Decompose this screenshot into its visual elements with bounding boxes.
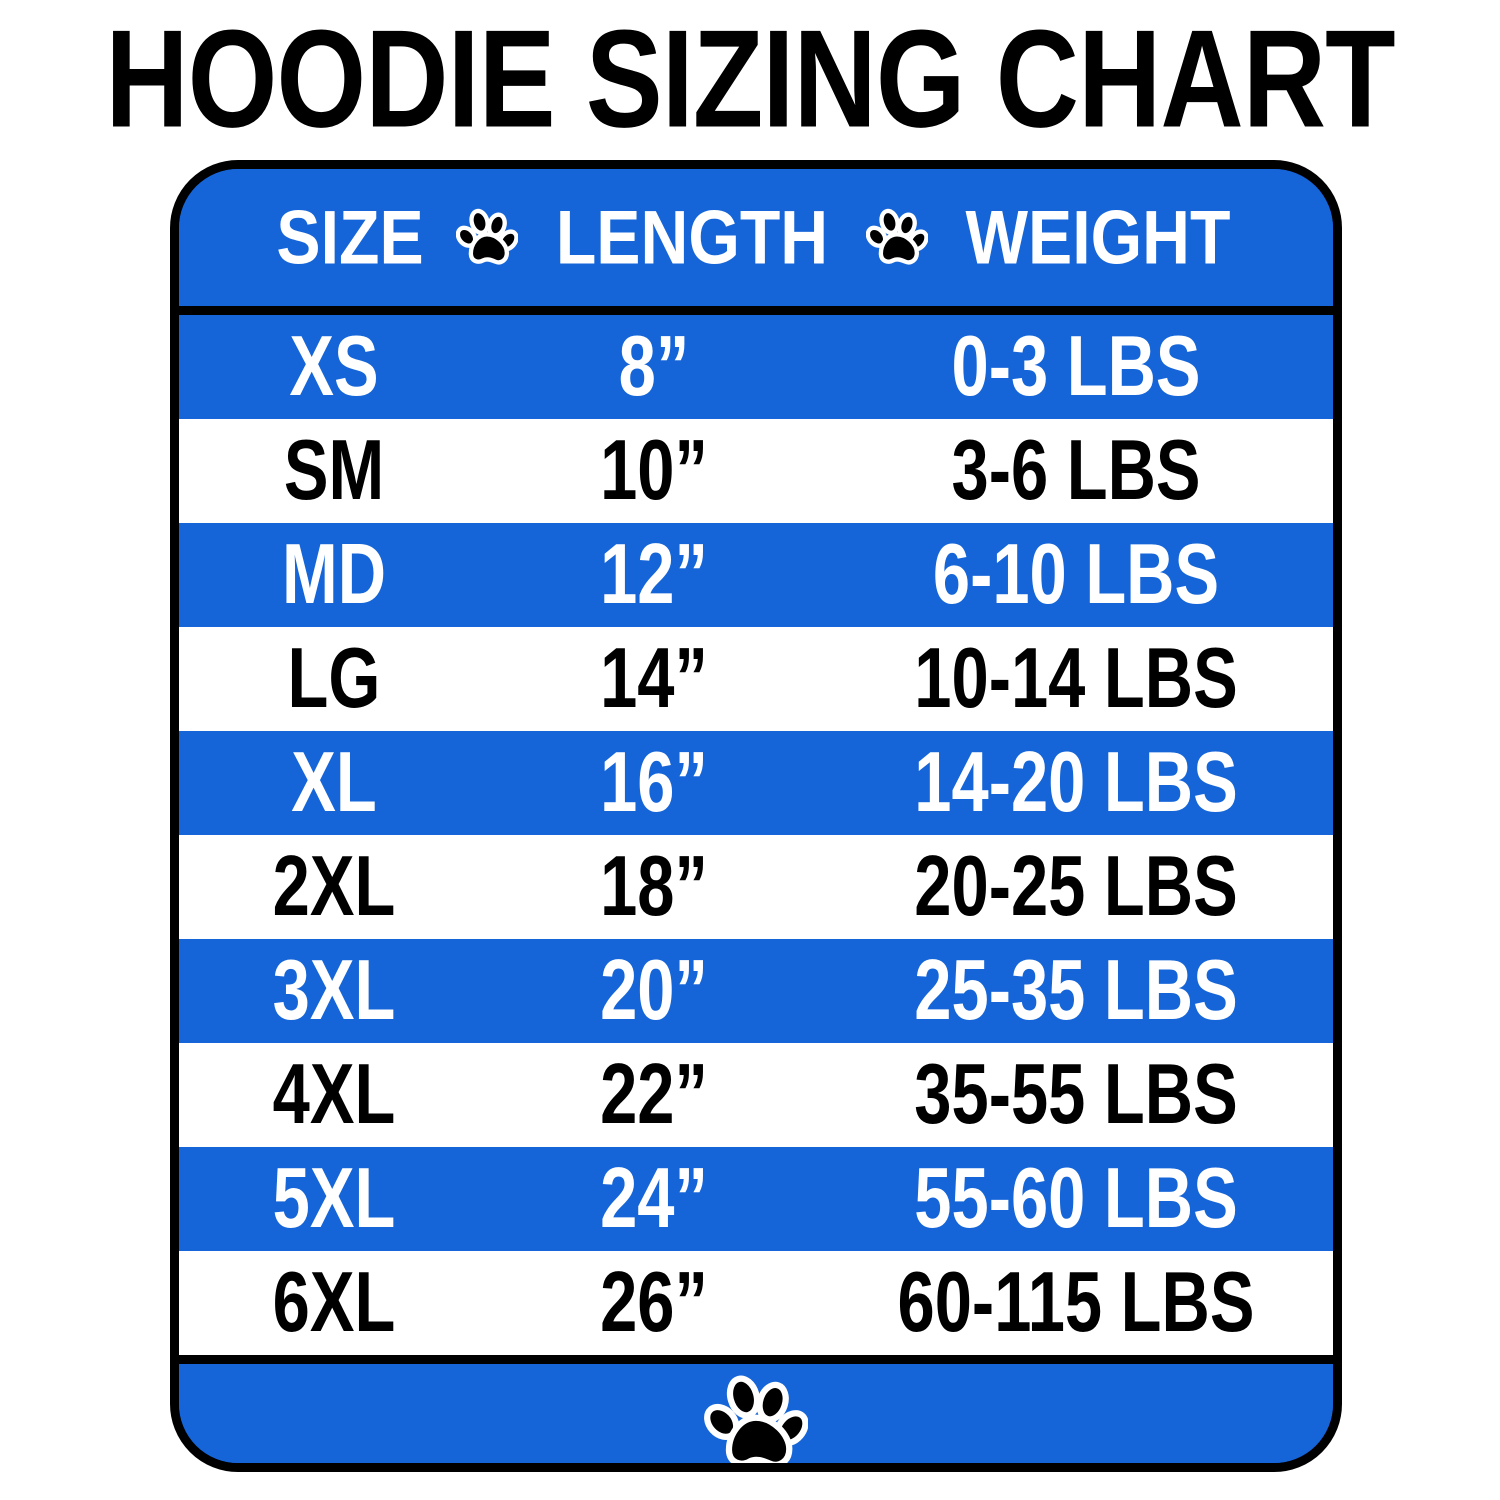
- paw-print-icon: [704, 1372, 808, 1463]
- cell-weight: 6-10 LBS: [932, 526, 1220, 623]
- table-row: SM 10” 3-6 LBS: [179, 419, 1333, 523]
- sizing-chart-card: SIZE LENGTH: [170, 160, 1342, 1472]
- cell-length: 12”: [600, 526, 708, 623]
- cell-length: 22”: [600, 1046, 708, 1143]
- cell-weight: 25-35 LBS: [914, 942, 1238, 1039]
- page-title: HOODIE SIZING CHART: [105, 2, 1395, 157]
- cell-length: 14”: [600, 630, 708, 727]
- column-header-length: LENGTH: [555, 195, 829, 280]
- cell-size: XS: [289, 318, 379, 415]
- cell-size: 5XL: [272, 1150, 396, 1247]
- cell-size: SM: [283, 422, 385, 519]
- table-header-row: SIZE LENGTH: [179, 169, 1333, 315]
- cell-weight: 20-25 LBS: [914, 838, 1238, 935]
- cell-length: 10”: [600, 422, 708, 519]
- table-row: 6XL 26” 60-115 LBS: [179, 1251, 1333, 1355]
- paw-print-icon: [456, 207, 519, 269]
- table-row: XS 8” 0-3 LBS: [179, 315, 1333, 419]
- cell-length: 26”: [600, 1254, 708, 1351]
- cell-weight: 0-3 LBS: [951, 318, 1201, 415]
- table-row: 2XL 18” 20-25 LBS: [179, 835, 1333, 939]
- column-header-size: SIZE: [276, 195, 424, 280]
- cell-weight: 35-55 LBS: [914, 1046, 1238, 1143]
- cell-weight: 55-60 LBS: [914, 1150, 1238, 1247]
- table-row: LG 14” 10-14 LBS: [179, 627, 1333, 731]
- cell-weight: 10-14 LBS: [914, 630, 1238, 727]
- cell-length: 18”: [600, 838, 708, 935]
- cell-length: 16”: [600, 734, 708, 831]
- cell-size: 3XL: [272, 942, 396, 1039]
- table-row: MD 12” 6-10 LBS: [179, 523, 1333, 627]
- table-footer: [179, 1355, 1333, 1463]
- cell-weight: 14-20 LBS: [914, 734, 1238, 831]
- cell-size: XL: [291, 734, 377, 831]
- table-row: 5XL 24” 55-60 LBS: [179, 1147, 1333, 1251]
- table-row: XL 16” 14-20 LBS: [179, 731, 1333, 835]
- cell-length: 20”: [600, 942, 708, 1039]
- column-header-weight: WEIGHT: [965, 195, 1231, 280]
- cell-weight: 60-115 LBS: [897, 1254, 1255, 1351]
- cell-size: LG: [287, 630, 381, 727]
- cell-weight: 3-6 LBS: [951, 422, 1201, 519]
- cell-size: 6XL: [272, 1254, 396, 1351]
- cell-size: MD: [281, 526, 387, 623]
- table-row: 4XL 22” 35-55 LBS: [179, 1043, 1333, 1147]
- cell-size: 4XL: [272, 1046, 396, 1143]
- table-body: XS 8” 0-3 LBS SM 10” 3-6 LBS MD 12” 6-10 LBS LG 14…: [179, 315, 1333, 1355]
- cell-length: 24”: [600, 1150, 708, 1247]
- cell-size: 2XL: [272, 838, 396, 935]
- cell-length: 8”: [618, 318, 690, 415]
- table-row: 3XL 20” 25-35 LBS: [179, 939, 1333, 1043]
- paw-print-icon: [866, 207, 929, 269]
